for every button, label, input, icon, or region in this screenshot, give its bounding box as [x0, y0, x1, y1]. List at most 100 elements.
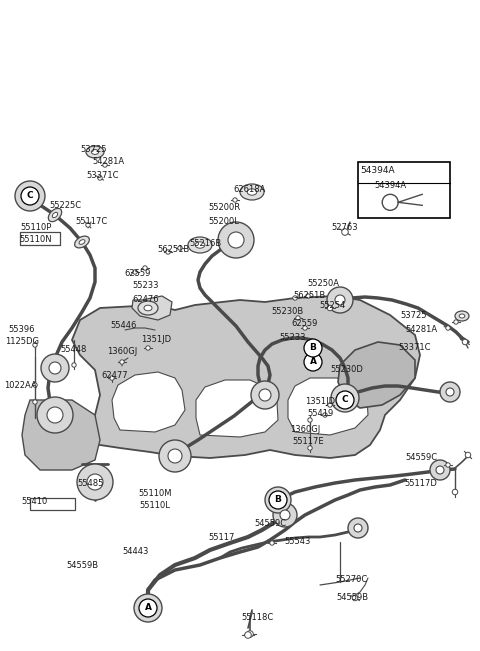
- Circle shape: [270, 541, 274, 545]
- Text: 55216B: 55216B: [190, 238, 222, 247]
- Text: 53725: 53725: [401, 311, 427, 320]
- Text: 55233: 55233: [133, 281, 159, 290]
- Text: 55233: 55233: [280, 333, 306, 342]
- Circle shape: [308, 418, 312, 422]
- Text: 55485: 55485: [78, 480, 104, 488]
- Text: 55200L: 55200L: [209, 217, 240, 225]
- Circle shape: [33, 383, 37, 387]
- Text: 55118C: 55118C: [242, 613, 274, 622]
- Text: 55254: 55254: [319, 301, 345, 309]
- Ellipse shape: [247, 189, 257, 195]
- Circle shape: [273, 495, 283, 505]
- Text: 1360GJ: 1360GJ: [107, 348, 137, 357]
- Circle shape: [103, 163, 107, 167]
- Text: 55448: 55448: [61, 344, 87, 353]
- Text: 53371C: 53371C: [399, 344, 431, 352]
- Text: 1351JD: 1351JD: [305, 396, 335, 406]
- Circle shape: [352, 595, 358, 601]
- Circle shape: [436, 466, 444, 474]
- Circle shape: [245, 631, 252, 638]
- Ellipse shape: [188, 237, 212, 253]
- Circle shape: [454, 320, 458, 324]
- Circle shape: [269, 491, 287, 509]
- Circle shape: [446, 388, 454, 396]
- Circle shape: [120, 360, 124, 364]
- Circle shape: [21, 187, 39, 205]
- Circle shape: [293, 296, 297, 300]
- Circle shape: [446, 326, 450, 330]
- Circle shape: [87, 474, 103, 490]
- Circle shape: [37, 397, 73, 433]
- Circle shape: [446, 463, 450, 467]
- Circle shape: [47, 407, 63, 423]
- Text: C: C: [27, 191, 33, 201]
- Text: 62477: 62477: [102, 370, 128, 380]
- Ellipse shape: [74, 236, 89, 248]
- Text: 55117E: 55117E: [292, 437, 324, 445]
- Text: 55396: 55396: [9, 324, 35, 333]
- Text: A: A: [144, 603, 152, 613]
- Text: 55110N: 55110N: [20, 236, 52, 245]
- Circle shape: [452, 490, 458, 495]
- Circle shape: [280, 510, 290, 520]
- Circle shape: [251, 381, 279, 409]
- Text: 55117: 55117: [209, 533, 235, 542]
- Circle shape: [327, 305, 333, 311]
- Text: 55250A: 55250A: [307, 279, 339, 288]
- Circle shape: [465, 452, 471, 458]
- Text: 54394A: 54394A: [360, 166, 395, 175]
- Circle shape: [247, 631, 253, 637]
- Circle shape: [178, 246, 182, 250]
- Circle shape: [328, 403, 332, 407]
- Circle shape: [166, 250, 170, 254]
- Polygon shape: [112, 372, 185, 432]
- Circle shape: [303, 326, 307, 330]
- Polygon shape: [72, 296, 420, 458]
- Circle shape: [139, 599, 157, 617]
- Circle shape: [49, 362, 61, 374]
- Polygon shape: [338, 342, 415, 408]
- Circle shape: [146, 346, 150, 350]
- Circle shape: [306, 294, 310, 298]
- Text: 55110L: 55110L: [140, 501, 170, 510]
- Circle shape: [354, 524, 362, 532]
- Circle shape: [168, 449, 182, 463]
- Circle shape: [348, 518, 368, 538]
- Text: 55110P: 55110P: [20, 223, 52, 232]
- Text: 55270C: 55270C: [336, 575, 368, 585]
- Circle shape: [430, 460, 450, 480]
- Text: 56251B: 56251B: [294, 290, 326, 299]
- Text: A: A: [310, 357, 316, 367]
- Circle shape: [259, 389, 271, 401]
- Circle shape: [440, 382, 460, 402]
- Circle shape: [24, 190, 36, 202]
- Circle shape: [133, 270, 137, 274]
- Text: 53725: 53725: [81, 146, 107, 154]
- Text: 1125DG: 1125DG: [5, 337, 39, 346]
- Text: 62559: 62559: [292, 320, 318, 329]
- Circle shape: [339, 392, 351, 404]
- Circle shape: [15, 181, 45, 211]
- Circle shape: [273, 503, 297, 527]
- Circle shape: [77, 464, 113, 500]
- Text: 55543: 55543: [285, 538, 311, 546]
- Ellipse shape: [86, 146, 104, 158]
- Ellipse shape: [195, 242, 205, 248]
- Circle shape: [228, 232, 244, 248]
- Ellipse shape: [91, 150, 98, 154]
- Circle shape: [233, 198, 237, 202]
- Circle shape: [41, 354, 69, 382]
- Text: 1360GJ: 1360GJ: [290, 424, 320, 434]
- Ellipse shape: [144, 305, 152, 311]
- Circle shape: [304, 353, 322, 371]
- Text: 62559: 62559: [125, 268, 151, 277]
- Ellipse shape: [48, 208, 61, 222]
- Text: 55419: 55419: [307, 408, 333, 417]
- Text: 55230B: 55230B: [272, 307, 304, 316]
- Circle shape: [218, 222, 254, 258]
- Circle shape: [142, 602, 154, 614]
- Text: C: C: [342, 396, 348, 404]
- Circle shape: [159, 440, 191, 472]
- Circle shape: [134, 594, 162, 622]
- Ellipse shape: [459, 314, 465, 318]
